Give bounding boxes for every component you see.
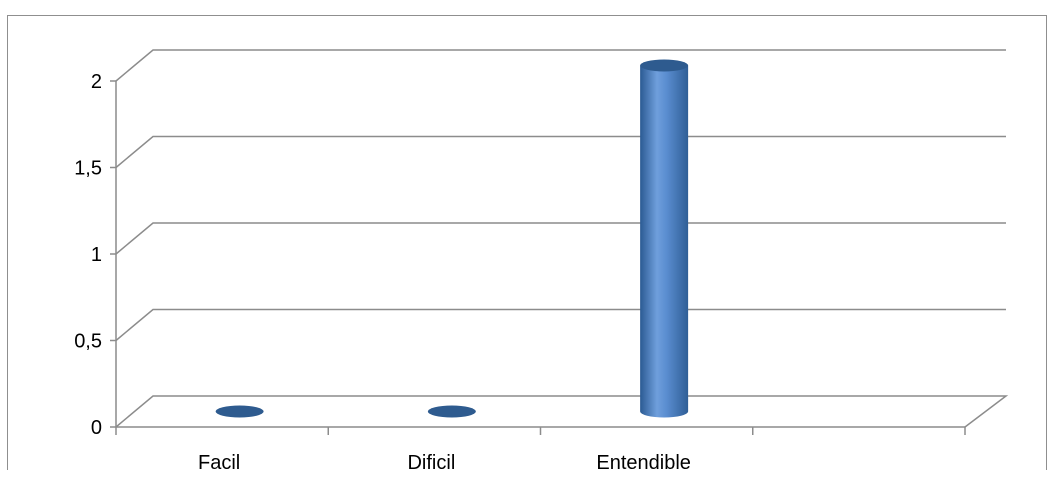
axes [110, 80, 966, 435]
y-tick-labels: 0 0,5 1 1,5 2 [74, 71, 102, 439]
bars [215, 59, 689, 418]
y-tick-label: 2 [91, 71, 102, 93]
x-tick-label: Facil [198, 452, 240, 474]
x-tick-label: Entendible [596, 452, 691, 474]
bar [640, 59, 689, 418]
bar [427, 405, 476, 418]
gridline [115, 308, 1006, 342]
gridline [115, 135, 1006, 169]
x-tick-labels: Facil Dificil Entendible [198, 452, 691, 474]
y-tick-label: 0,5 [74, 331, 102, 353]
floor-outline [115, 395, 1009, 428]
y-tick-label: 1,5 [74, 158, 102, 180]
bar-top [427, 405, 476, 418]
gridlines [115, 49, 1009, 428]
bar-top [215, 405, 264, 418]
gridline [115, 222, 1006, 255]
bar-body [640, 65, 689, 418]
bar-top [640, 59, 689, 72]
chart-frame [7, 15, 1047, 470]
x-tick-label: Dificil [407, 452, 455, 474]
y-tick-label: 1 [91, 244, 102, 266]
bar [215, 405, 264, 418]
y-tick-label: 0 [91, 417, 102, 439]
gridline [115, 49, 1006, 82]
